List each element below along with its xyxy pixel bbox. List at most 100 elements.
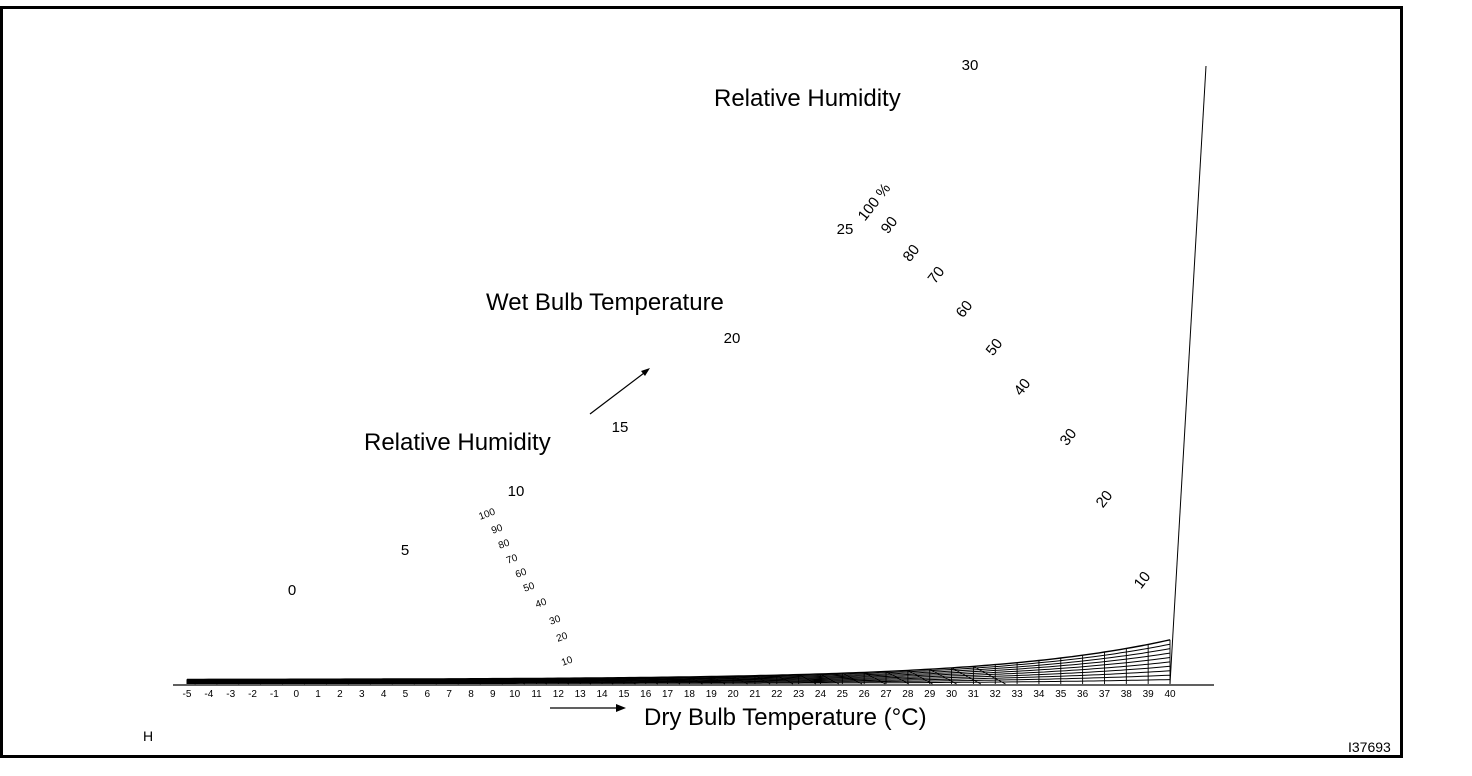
rh-upper-label: 60 <box>953 297 977 321</box>
label-relative-humidity-left: Relative Humidity <box>364 429 551 456</box>
wet-bulb-line <box>842 672 863 685</box>
x-tick-label: 26 <box>859 689 871 700</box>
rh-lower-label: 20 <box>555 630 570 644</box>
x-tick-label: -4 <box>204 689 213 700</box>
rh-lower-label: 90 <box>490 522 505 536</box>
rh-lower-label: 80 <box>497 537 512 551</box>
x-tick-label: 31 <box>968 689 980 700</box>
wet-bulb-line <box>558 677 570 685</box>
x-tick-label: 39 <box>1143 689 1155 700</box>
x-tick-label: 12 <box>553 689 565 700</box>
wet-bulb-line <box>732 675 748 685</box>
x-tick-label: 38 <box>1121 689 1133 700</box>
wet-bulb-line <box>339 678 349 685</box>
wet-bulb-line <box>361 678 371 685</box>
wet-bulb-line <box>186 678 196 685</box>
rh-lower-label: 100 <box>477 506 497 522</box>
x-tick-label: 30 <box>946 689 958 700</box>
x-tick-label: 0 <box>293 689 299 700</box>
x-tick-label: 18 <box>684 689 696 700</box>
x-tick-label: 6 <box>425 689 431 700</box>
rh-upper-label: 40 <box>1011 375 1035 399</box>
x-tick-label: 24 <box>815 689 827 700</box>
right-edge <box>1169 65 1207 685</box>
x-tick-label: 27 <box>880 689 892 700</box>
chart-grid <box>173 65 1214 686</box>
x-tick-label: 15 <box>618 689 630 700</box>
wet-bulb-label: 0 <box>288 582 296 599</box>
wet-bulb-line <box>929 668 957 685</box>
wet-bulb-line <box>711 676 726 685</box>
wet-bulb-labels: 0 5 10 15 20 25 30 <box>288 57 979 599</box>
rh-lower-label: 40 <box>534 596 549 610</box>
x-tick-label: 11 <box>531 689 542 700</box>
figure-id: I37693 <box>1348 739 1391 755</box>
rh-upper-label: 90 <box>878 213 902 237</box>
rh-upper-label: 50 <box>983 335 1007 359</box>
wet-bulb-line <box>776 674 794 685</box>
x-tick-label: 21 <box>749 689 761 700</box>
wet-bulb-line <box>317 678 328 685</box>
figure-frame <box>0 6 1403 758</box>
wet-bulb-line <box>863 671 886 685</box>
rh-lower-label: 60 <box>514 566 529 580</box>
wet-bulb-line <box>514 678 525 685</box>
wet-bulb-line <box>383 678 393 685</box>
x-tick-label: 29 <box>924 689 936 700</box>
wet-bulb-label: 25 <box>837 221 854 238</box>
wet-bulb-line <box>405 678 415 685</box>
rh-lower-label: 70 <box>505 552 520 566</box>
rh-upper-label: 70 <box>925 263 949 287</box>
x-tick-label: 7 <box>446 689 452 700</box>
rh-upper-label: 30 <box>1057 425 1081 449</box>
rh-upper-label: 80 <box>900 241 924 265</box>
x-tick-label: 8 <box>468 689 474 700</box>
x-tick-label: 19 <box>706 689 718 700</box>
rh-lower-label: 30 <box>548 613 563 627</box>
wet-bulb-line <box>667 676 681 685</box>
x-tick-label: 10 <box>509 689 521 700</box>
x-tick-label: 1 <box>315 689 321 700</box>
wet-bulb-line <box>907 670 933 685</box>
label-relative-humidity-top: Relative Humidity <box>714 85 901 112</box>
wet-bulb-line <box>252 678 262 685</box>
wet-bulb-line <box>820 673 839 685</box>
wet-bulb-line <box>798 674 816 685</box>
wet-bulb-line <box>492 678 503 685</box>
wet-bulb-line <box>208 678 218 685</box>
dry-bulb-arrow-head <box>616 704 626 712</box>
x-tick-label: -1 <box>270 689 279 700</box>
corner-letter: H <box>143 728 153 744</box>
x-tick-label: 4 <box>381 689 387 700</box>
x-tick-label: 16 <box>640 689 652 700</box>
x-tick-label: 34 <box>1033 689 1045 700</box>
wet-bulb-line <box>601 677 614 685</box>
x-tick-label: 20 <box>728 689 740 700</box>
x-tick-label: 37 <box>1099 689 1111 700</box>
label-wet-bulb-temperature: Wet Bulb Temperature <box>486 289 724 316</box>
x-tick-label: 13 <box>575 689 587 700</box>
wet-bulb-line <box>579 677 592 685</box>
wet-bulb-label: 20 <box>724 330 741 347</box>
x-tick-label: 28 <box>902 689 914 700</box>
wet-bulb-label: 30 <box>962 57 979 74</box>
wet-bulb-line <box>296 678 306 685</box>
x-tick-label: 5 <box>403 689 409 700</box>
x-tick-label: 14 <box>596 689 608 700</box>
wet-bulb-line <box>470 678 481 685</box>
x-tick-label: -2 <box>248 689 257 700</box>
x-tick-label: -5 <box>183 689 192 700</box>
x-tick-label: 2 <box>337 689 343 700</box>
x-axis-ticks: -5 -4 -3 -2 -1 0 1 2 3 4 5 6 7 8 9 10 11 12 13 14 15 16 17 18 19… <box>183 689 1176 700</box>
x-tick-label: 32 <box>990 689 1002 700</box>
wet-bulb-line <box>623 677 636 685</box>
wet-bulb-arrow-head <box>641 368 650 376</box>
x-axis-title: Dry Bulb Temperature (°C) <box>644 704 927 731</box>
wet-bulb-line <box>448 678 459 685</box>
rh-upper-label: 10 <box>1131 568 1155 592</box>
x-tick-label: 3 <box>359 689 365 700</box>
x-tick-label: 23 <box>793 689 805 700</box>
